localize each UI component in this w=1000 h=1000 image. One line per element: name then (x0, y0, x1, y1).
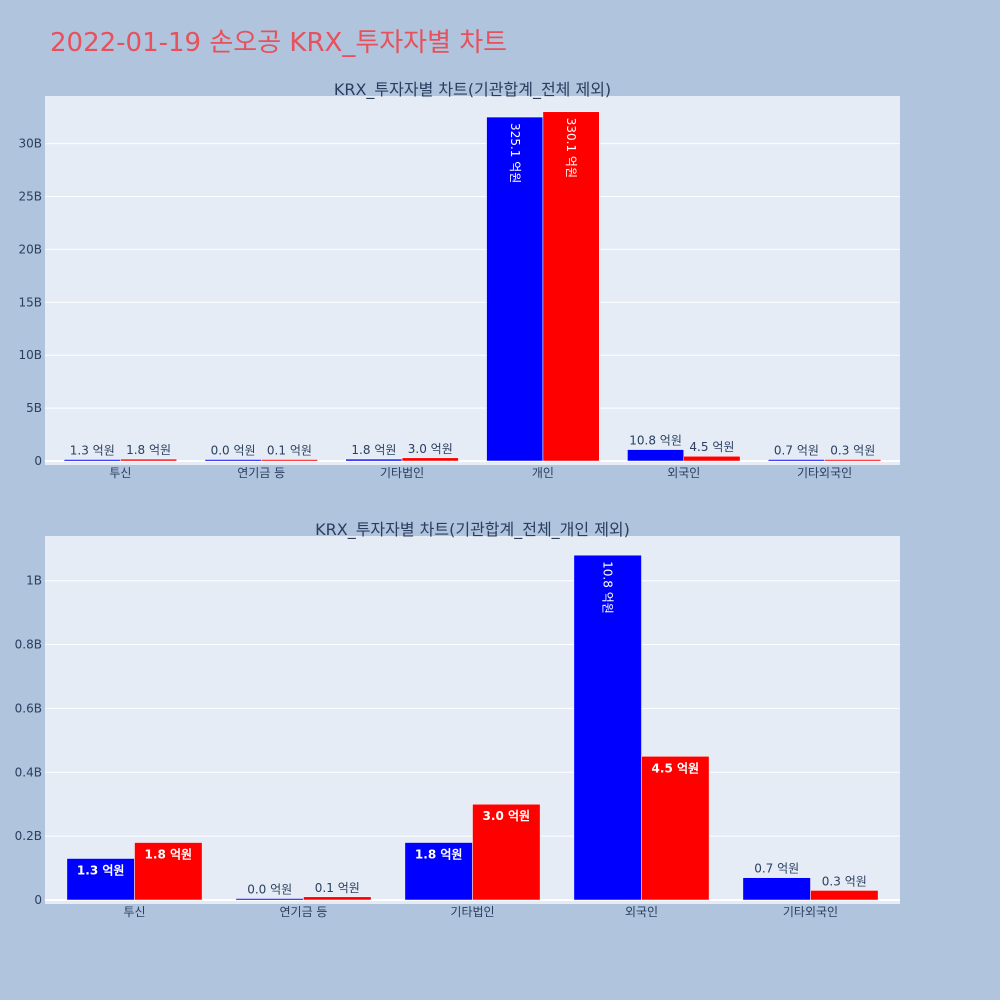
data-label: 0.7 억원 (774, 444, 819, 458)
bar (768, 459, 825, 462)
data-label: 0.3 억원 (830, 444, 875, 458)
data-label: 0.3 억원 (822, 874, 867, 888)
data-label: 10.8 억원 (629, 434, 682, 448)
y-tick-label: 0.4B (15, 765, 42, 779)
y-tick-label: 15B (18, 295, 42, 309)
bar (63, 459, 121, 462)
bar (742, 877, 811, 901)
y-tick-label: 25B (18, 190, 42, 204)
y-tick-label: 5B (26, 401, 42, 415)
bar (404, 842, 473, 901)
y-tick-label: 10B (18, 348, 42, 362)
data-label: 1.3 억원 (77, 863, 125, 877)
data-label: 0.0 억원 (247, 883, 292, 897)
y-tick-label: 0.2B (15, 829, 42, 843)
bar (542, 111, 600, 462)
y-tick-label: 0.8B (15, 638, 42, 652)
y-tick-label: 0.6B (15, 701, 42, 715)
plot-area (45, 96, 900, 465)
data-label: 1.3 억원 (70, 444, 115, 458)
bar (134, 842, 203, 901)
bar (235, 898, 304, 901)
bar (486, 116, 544, 462)
data-label: 0.7 억원 (754, 862, 799, 876)
data-label: 10.8 억원 (601, 561, 615, 614)
bar (261, 459, 318, 462)
data-label: 0.1 억원 (315, 881, 360, 895)
data-label: 325.1 억원 (508, 123, 522, 183)
bar (824, 459, 882, 462)
bar (683, 455, 741, 462)
x-tick-label: 연기금 등 (280, 905, 328, 919)
chart-1: 0 5B 10B 15B 20B 25B 30B KRX_투자자별 차트(기관합계_전체 제외… (18, 80, 900, 480)
x-tick-label: 기타외국인 (783, 905, 838, 919)
data-label: 4.5 억원 (689, 440, 734, 454)
data-label: 1.8 억원 (126, 443, 171, 457)
y-tick-label: 0 (34, 454, 42, 468)
bar (573, 554, 642, 901)
bar (810, 890, 879, 901)
y-tick-label: 1B (26, 574, 42, 588)
x-tick-label: 외국인 (625, 905, 658, 919)
data-label: 4.5 억원 (652, 761, 700, 775)
data-label: 330.1 억원 (564, 118, 578, 178)
x-tick-label: 외국인 (667, 466, 700, 480)
bar (66, 858, 135, 901)
x-tick-label: 투신 (123, 905, 145, 919)
bar (120, 458, 177, 462)
x-tick-label: 기타법인 (450, 905, 494, 919)
bar (204, 459, 262, 462)
chart-2: 0 0.2B 0.4B 0.6B 0.8B 1B KRX_투자자별 차트(기관합계_전체_개… (15, 520, 900, 919)
x-tick-label: 기타외국인 (797, 466, 852, 480)
data-label: 1.8 억원 (415, 848, 463, 862)
y-tick-label: 20B (18, 242, 42, 256)
bar (472, 803, 541, 901)
data-label: 1.8 억원 (351, 443, 396, 457)
data-label: 0.0 억원 (211, 444, 256, 458)
bar (641, 756, 710, 901)
data-label: 3.0 억원 (483, 809, 531, 823)
bar (627, 449, 685, 462)
y-tick-label: 0 (34, 893, 42, 907)
data-label: 1.8 억원 (145, 848, 193, 862)
chart-title: KRX_투자자별 차트(기관합계_전체_개인 제외) (315, 520, 630, 540)
bar (345, 458, 403, 462)
x-tick-label: 개인 (532, 466, 554, 480)
y-tick-label: 30B (18, 137, 42, 151)
x-tick-label: 투신 (109, 466, 131, 480)
bar (401, 457, 459, 462)
chart-title: KRX_투자자별 차트(기관합계_전체 제외) (334, 80, 611, 100)
data-label: 3.0 억원 (408, 442, 453, 456)
page-title: 2022-01-19 손오공 KRX_투자자별 차트 (50, 28, 508, 58)
x-tick-label: 기타법인 (380, 466, 424, 480)
data-label: 0.1 억원 (267, 444, 312, 458)
x-tick-label: 연기금 등 (237, 466, 285, 480)
bar (303, 896, 372, 901)
